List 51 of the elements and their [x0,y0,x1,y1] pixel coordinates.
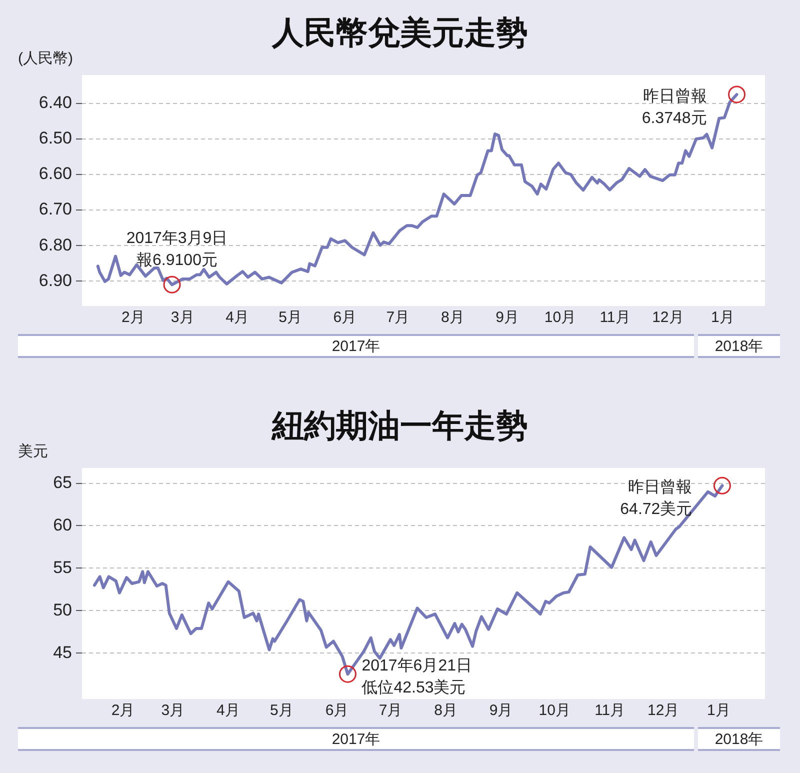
x-tick-label: 3月 [170,309,194,326]
text: 2017年 [18,334,694,358]
x-tick-label: 11月 [594,702,626,720]
annotation: 報6.9100元 [136,251,218,270]
x-tick-label: 2月 [122,309,145,326]
x-tick-label: 9月 [496,309,520,326]
y-tick-label: 60 [53,515,72,534]
annotation: 昨日曾報 [628,478,692,496]
text: 2017年 [18,727,694,751]
x-tick-label: 12月 [648,702,680,720]
y-tick-label: 45 [53,642,72,662]
x-tick-label: 1月 [710,309,734,326]
y-tick-label: 6.40 [38,93,72,112]
x-tick-label: 7月 [378,702,402,720]
x-tick-label: 10月 [538,702,570,720]
x-tick-label: 6月 [325,702,349,720]
text: 2018年 [698,727,780,751]
y-axis-title: (人民幣) [18,50,73,68]
x-tick-label: 4月 [216,702,240,720]
chart-title: 紐約期油一年走勢 [271,406,528,444]
y-tick-label: 6.60 [38,164,72,184]
y-tick-label: 6.50 [38,128,72,148]
x-tick-label: 5月 [278,309,302,326]
x-tick-label: 2月 [111,702,135,720]
y-tick-label: 65 [53,472,72,492]
x-tick-label: 12月 [652,309,684,326]
x-tick-label: 11月 [600,309,630,326]
x-tick-label: 5月 [270,702,294,720]
y-tick-label: 6.70 [38,200,72,219]
y-tick-label: 55 [53,558,72,577]
annotation: 昨日曾報 [642,86,707,105]
x-tick-label: 10月 [544,309,576,326]
chart-title: 人民幣兌美元走勢 [271,13,528,52]
x-tick-label: 8月 [434,702,458,720]
y-tick-label: 50 [53,600,72,620]
x-tick-label: 7月 [386,309,410,326]
annotation: 2017年3月9日 [126,230,228,248]
x-tick-label: 8月 [440,309,464,326]
annotation: 低位42.53美元 [362,678,466,697]
x-tick-label: 1月 [706,702,730,720]
y-tick-label: 6.90 [38,270,72,290]
y-axis-title: 美元 [18,443,48,460]
x-tick-label: 4月 [226,309,249,326]
y-tick-label: 6.80 [38,235,72,254]
x-tick-label: 6月 [333,309,357,326]
x-tick-label: 3月 [161,702,185,720]
annotation: 2017年6月21日 [362,658,472,675]
annotation: 64.72美元 [620,500,692,518]
annotation: 6.3748元 [642,110,707,127]
x-tick-label: 9月 [489,702,513,720]
text: 2018年 [698,334,780,358]
